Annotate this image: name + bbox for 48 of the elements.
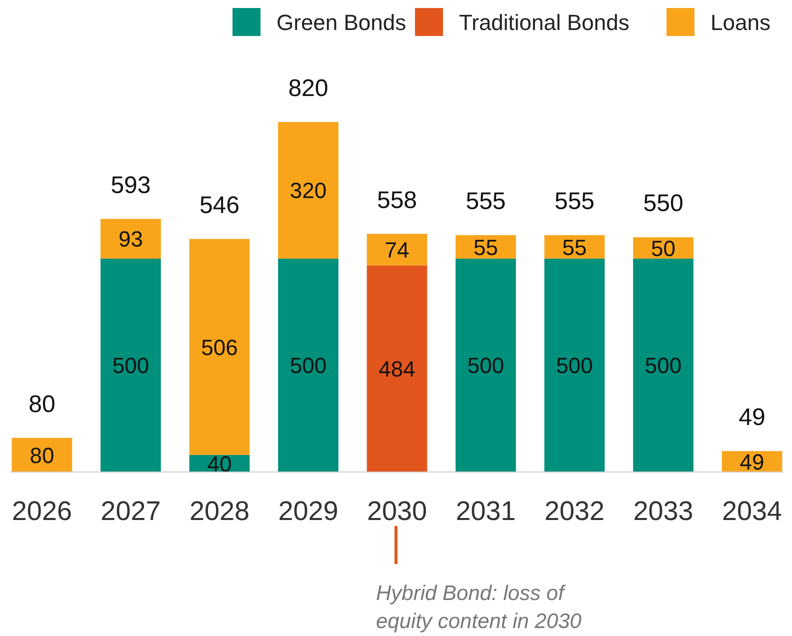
x-tick-label: 2031 xyxy=(456,496,516,526)
data-label: 50 xyxy=(651,236,676,261)
total-label: 820 xyxy=(288,75,328,102)
data-label: 40 xyxy=(207,451,232,476)
bar xyxy=(278,258,338,472)
total-label: 550 xyxy=(643,190,684,218)
x-tick-label: 2033 xyxy=(633,496,694,526)
data-label: 93 xyxy=(118,226,143,252)
legend-label: Loans xyxy=(710,10,770,35)
data-label: 506 xyxy=(201,334,238,360)
data-label: 500 xyxy=(467,353,504,378)
data-label: 49 xyxy=(740,449,764,474)
data-label: 320 xyxy=(290,178,327,204)
legend-label: Traditional Bonds xyxy=(459,10,630,35)
x-tick-label: 2026 xyxy=(12,496,72,526)
bar xyxy=(456,258,516,472)
total-label: 555 xyxy=(554,188,595,216)
x-tick-label: 2028 xyxy=(189,496,250,526)
bar xyxy=(544,258,605,472)
total-label: 558 xyxy=(376,186,418,214)
data-label: 55 xyxy=(474,234,498,260)
data-label: 80 xyxy=(30,442,54,468)
bar xyxy=(366,265,428,472)
x-tick-label: 2030 xyxy=(366,496,428,526)
legend-label: Green Bonds xyxy=(276,10,406,35)
total-label: 593 xyxy=(110,172,151,199)
text: Hybrid Bond: loss of equity content in 2030 xyxy=(376,582,582,633)
data-label: 500 xyxy=(644,353,682,378)
total-label: 49 xyxy=(738,404,766,432)
total-label: 80 xyxy=(28,390,56,418)
data-label: 484 xyxy=(378,356,416,382)
bar xyxy=(366,234,428,266)
bar xyxy=(633,258,694,472)
data-label: 500 xyxy=(290,353,327,378)
data-label: 500 xyxy=(556,353,593,378)
data-label: 500 xyxy=(112,353,150,378)
bar xyxy=(189,238,250,455)
data-label: 55 xyxy=(562,234,587,260)
bar xyxy=(278,122,338,259)
x-tick-label: 2032 xyxy=(544,496,605,526)
total-label: 546 xyxy=(199,192,240,219)
total-label: 555 xyxy=(466,188,506,216)
data-label: 74 xyxy=(384,238,410,263)
bar xyxy=(100,258,161,472)
x-tick-label: 2027 xyxy=(100,496,161,526)
bar xyxy=(100,218,161,259)
x-tick-label: 2029 xyxy=(278,496,338,526)
x-tick-label: 2034 xyxy=(722,496,782,526)
